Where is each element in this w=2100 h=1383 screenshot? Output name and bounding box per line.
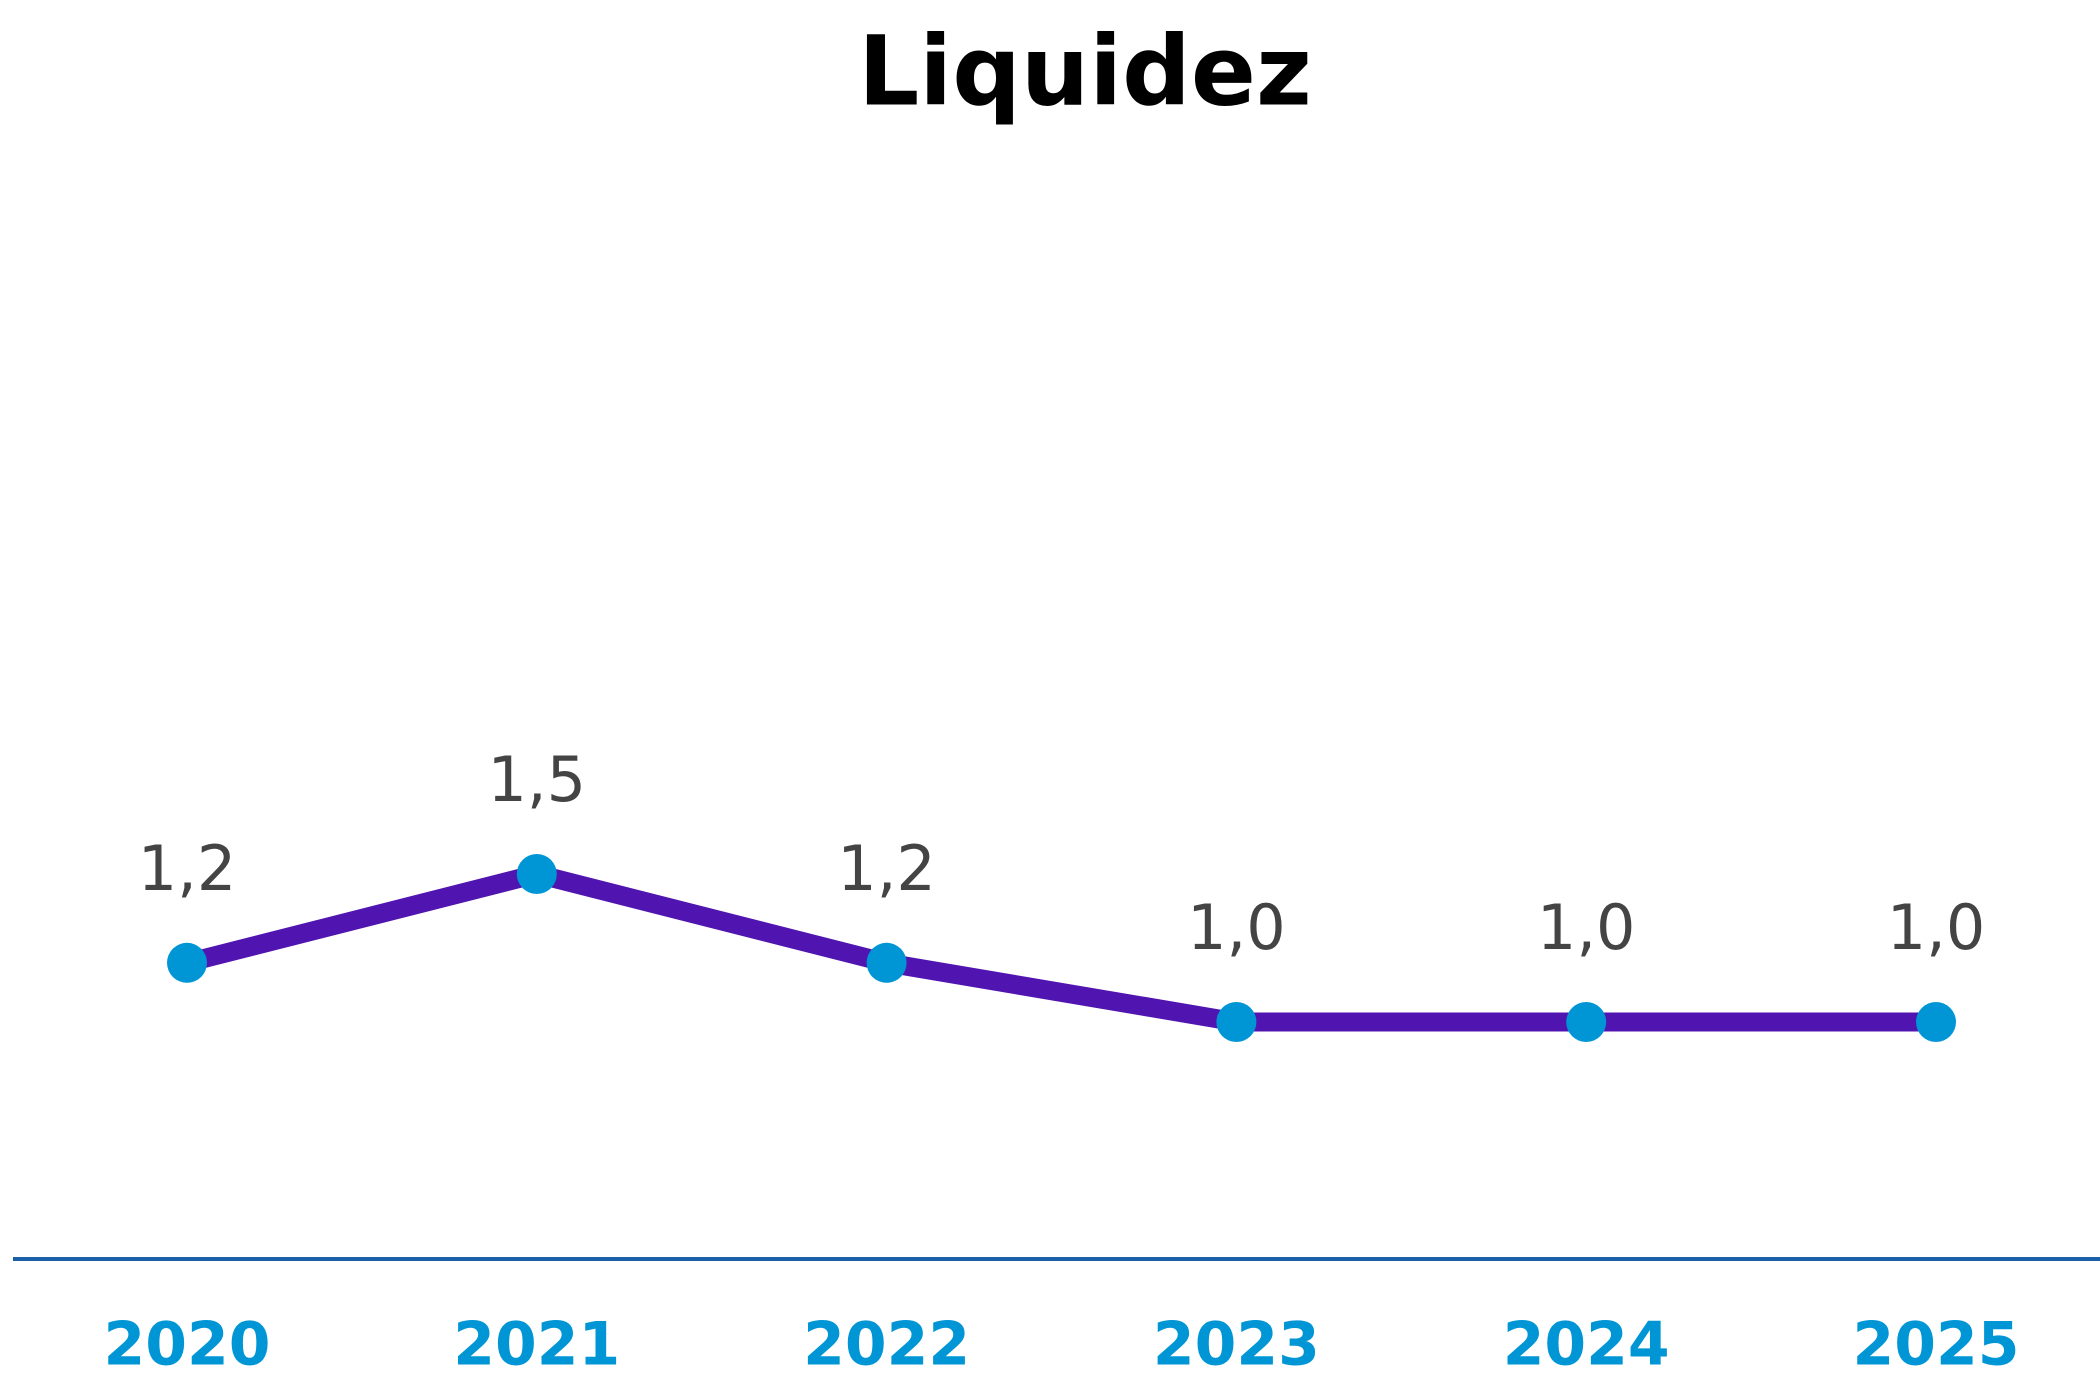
data-label: 1,5 xyxy=(487,743,586,816)
x-tick-label: 2022 xyxy=(803,1310,970,1380)
x-tick-label: 2023 xyxy=(1153,1310,1320,1380)
x-tick-label: 2020 xyxy=(104,1310,271,1380)
point xyxy=(516,854,557,894)
chart-title: Liquidez xyxy=(858,15,1312,127)
point xyxy=(1216,1002,1257,1042)
data-label: 1,0 xyxy=(1887,891,1986,964)
point xyxy=(1916,1002,1956,1042)
x-tick-label: 2024 xyxy=(1503,1310,1670,1380)
point xyxy=(866,942,907,983)
line xyxy=(184,864,1936,1032)
data-label: 1,2 xyxy=(138,832,237,905)
point xyxy=(167,942,207,983)
point xyxy=(1566,1002,1607,1042)
x-tick-label: 2021 xyxy=(453,1310,620,1380)
data-label: 1,0 xyxy=(1537,891,1636,964)
data-label: 1,0 xyxy=(1187,891,1286,964)
data-label: 1,2 xyxy=(837,832,936,905)
x-tick-label: 2025 xyxy=(1853,1310,2020,1380)
